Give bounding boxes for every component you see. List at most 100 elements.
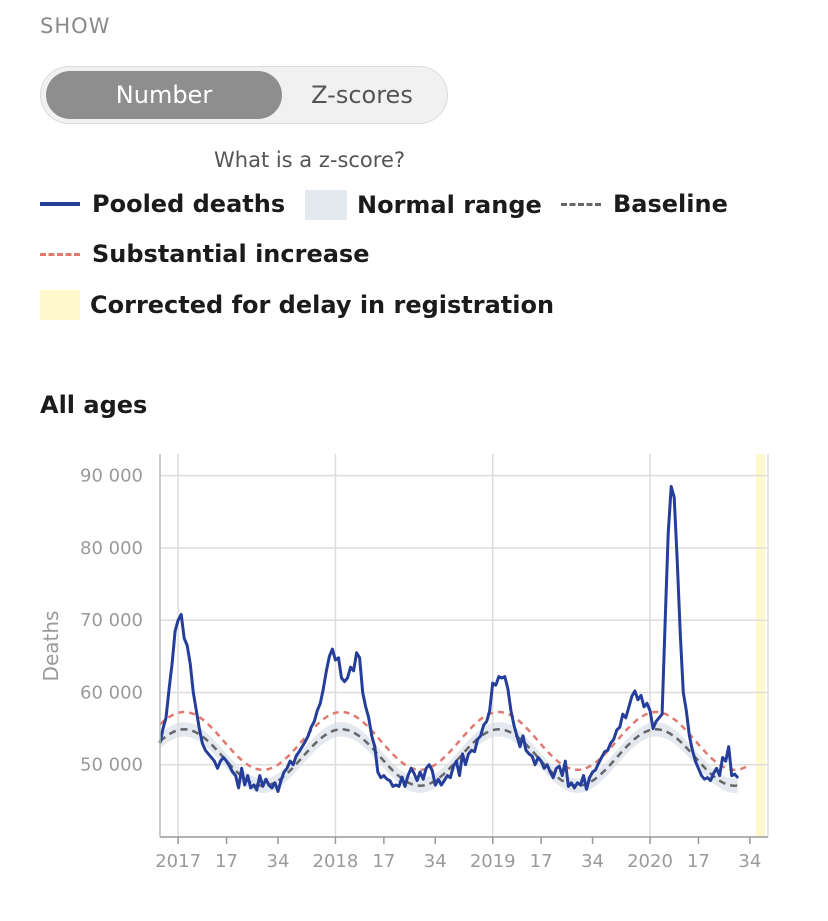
pooled-deaths-point [688,735,691,737]
pooled-deaths-point [376,771,379,773]
series-layer [158,485,748,793]
pooled-deaths-point [579,784,582,786]
pooled-deaths-point [727,745,730,748]
pooled-deaths-point [195,709,198,712]
pooled-deaths-point [207,753,210,755]
pooled-deaths-point [449,776,452,779]
pooled-deaths-point [558,765,561,767]
pooled-deaths-point [479,735,482,737]
pooled-deaths-point [337,656,340,659]
pooled-deaths-point [585,788,588,791]
pooled-deaths-point [265,778,267,780]
pooled-deaths-point [431,769,434,772]
pooled-deaths-point [510,709,512,712]
pooled-deaths-point [712,772,715,775]
pooled-deaths-point [603,750,606,753]
pooled-deaths-point [352,669,355,672]
pooled-deaths-point [658,716,660,719]
pooled-deaths-point [380,776,382,779]
legend-baseline: Baseline [561,190,728,218]
pooled-deaths-point [231,771,234,773]
pooled-deaths-point [395,784,397,786]
pooled-deaths-point [452,765,455,767]
chart-title: All ages [40,391,148,419]
pooled-deaths-point [313,720,316,723]
pooled-deaths-point [168,688,170,690]
pooled-deaths-point [437,778,440,780]
pooled-deaths-point [268,784,270,786]
pooled-deaths-point [700,774,703,777]
pooled-deaths-point [180,613,182,616]
pooled-deaths-point [670,485,673,488]
pooled-deaths-point [706,776,709,779]
pooled-deaths-point [534,763,536,766]
x-tick-label: 17 [687,851,710,872]
pooled-deaths-point [667,532,669,535]
display-mode-toggle: Number Z-scores [40,66,448,124]
pooled-deaths-point [519,745,521,748]
pooled-deaths-point [567,785,570,788]
pooled-deaths-point [298,750,300,753]
pooled-deaths-point [637,698,639,701]
pooled-deaths-point [549,771,552,773]
x-tick-label: 17 [372,851,395,872]
pooled-deaths-point [543,767,545,770]
legend-increase: Substantial increase [40,240,369,268]
pooled-deaths-point [631,695,633,697]
pooled-deaths-point [718,774,721,777]
pooled-deaths-point [404,785,406,788]
pooled-deaths-point [392,785,394,788]
zscores-option-button[interactable]: Z-scores [311,81,413,109]
pooled-deaths-point [328,655,331,658]
pooled-deaths-point [286,767,288,770]
pooled-deaths-point [552,776,555,779]
pooled-deaths-point [277,790,279,793]
pooled-deaths-point [640,694,642,697]
pooled-deaths-point [531,755,533,757]
background-layer [160,454,765,837]
axes-layer: 50 000 60 000 70 000 80 000 90 000 2017 17 34 20… [80,454,768,872]
x-tick-label: 2017 [155,851,201,872]
legend-normal: Normal range [305,190,542,220]
x-tick-label: 2018 [313,851,359,872]
pooled-deaths-point [416,779,418,782]
pooled-deaths-point [413,772,415,775]
baseline-line [159,728,738,787]
pooled-deaths-point [694,760,697,762]
pooled-deaths-point [507,688,509,690]
pooled-deaths-point [516,735,518,737]
pooled-deaths-point [458,774,461,777]
pooled-deaths-point [715,767,718,770]
pooled-deaths-point [234,774,237,777]
pooled-deaths-point [594,768,597,771]
substantial-increase-line [159,710,748,772]
pooled-deaths-point [528,753,530,755]
pooled-deaths-point [370,735,373,737]
pooled-deaths-point [186,644,189,647]
x-tick-label: 34 [581,851,604,872]
pooled-deaths-point [346,677,349,679]
pooled-deaths-point [628,706,630,708]
pooled-deaths-point [162,727,164,730]
pooled-deaths-point [570,782,573,784]
pooled-deaths-point [724,760,727,762]
legend-increase-label: Substantial increase [92,240,370,268]
pooled-deaths-point [389,779,391,782]
pooled-deaths-point [364,706,367,708]
pooled-deaths-point [252,784,255,786]
pooled-deaths-line [158,485,739,793]
pooled-deaths-point [255,789,258,791]
pooled-deaths-point [446,774,449,777]
pooled-deaths-point [721,756,724,759]
pooled-deaths-point [171,662,173,665]
what-is-zscore-link[interactable]: What is a z-score? [214,148,406,172]
pooled-deaths-point [709,779,712,782]
pooled-deaths-point [470,749,473,752]
pooled-deaths-point [504,675,506,678]
number-option-button[interactable]: Number [46,71,282,119]
x-tick-label: 17 [215,851,238,872]
x-tick-label: 2020 [627,851,673,872]
pooled-deaths-point [192,691,195,694]
pooled-deaths-point [301,745,303,748]
pooled-deaths-point [243,784,246,786]
